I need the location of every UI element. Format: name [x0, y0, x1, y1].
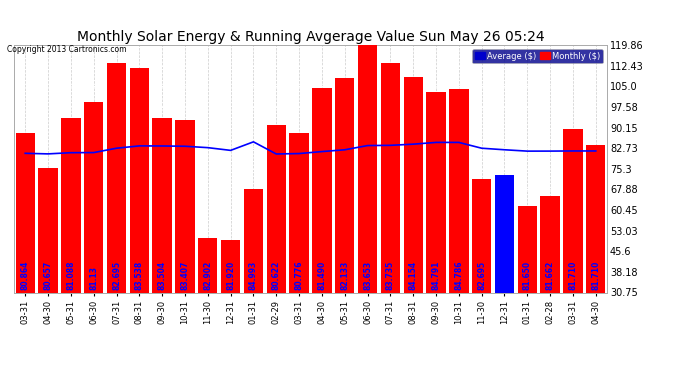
- Bar: [198, 238, 217, 292]
- Text: 81.650: 81.650: [523, 261, 532, 290]
- Bar: [312, 88, 332, 292]
- Text: 81.710: 81.710: [591, 260, 600, 290]
- Text: 83.407: 83.407: [181, 260, 190, 290]
- Text: 81.088: 81.088: [66, 260, 75, 290]
- Bar: [358, 40, 377, 292]
- Text: 81.710: 81.710: [569, 260, 578, 290]
- Text: 81.490: 81.490: [317, 261, 326, 290]
- Text: 82.14: 82.14: [500, 266, 509, 290]
- Bar: [449, 89, 469, 292]
- Bar: [381, 63, 400, 292]
- Bar: [266, 125, 286, 292]
- Text: 80.622: 80.622: [272, 261, 281, 290]
- Bar: [495, 175, 514, 292]
- Text: 84.993: 84.993: [249, 261, 258, 290]
- Bar: [61, 118, 81, 292]
- Bar: [404, 76, 423, 292]
- Bar: [563, 129, 582, 292]
- Legend: Average ($), Monthly ($): Average ($), Monthly ($): [472, 49, 603, 63]
- Bar: [335, 78, 355, 292]
- Text: 84.786: 84.786: [454, 260, 464, 290]
- Bar: [244, 189, 263, 292]
- Bar: [39, 168, 58, 292]
- Bar: [15, 134, 35, 292]
- Title: Monthly Solar Energy & Running Avgerage Value Sun May 26 05:24: Monthly Solar Energy & Running Avgerage …: [77, 30, 544, 44]
- Text: 81.13: 81.13: [89, 266, 98, 290]
- Text: 84.154: 84.154: [408, 261, 417, 290]
- Bar: [586, 145, 606, 292]
- Bar: [130, 68, 149, 292]
- Text: 83.735: 83.735: [386, 261, 395, 290]
- Text: 84.791: 84.791: [431, 260, 440, 290]
- Text: 82.902: 82.902: [204, 261, 213, 290]
- Text: 83.653: 83.653: [363, 261, 372, 290]
- Text: 80.776: 80.776: [295, 260, 304, 290]
- Bar: [426, 92, 446, 292]
- Text: 80.864: 80.864: [21, 260, 30, 290]
- Bar: [84, 102, 103, 292]
- Text: 82.133: 82.133: [340, 261, 349, 290]
- Bar: [152, 118, 172, 292]
- Text: 83.538: 83.538: [135, 261, 144, 290]
- Text: Copyright 2013 Cartronics.com: Copyright 2013 Cartronics.com: [7, 45, 126, 54]
- Text: 82.695: 82.695: [112, 261, 121, 290]
- Bar: [221, 240, 240, 292]
- Bar: [107, 63, 126, 292]
- Text: 81.662: 81.662: [546, 261, 555, 290]
- Text: 81.920: 81.920: [226, 261, 235, 290]
- Text: 83.504: 83.504: [157, 261, 167, 290]
- Bar: [175, 120, 195, 292]
- Bar: [540, 196, 560, 292]
- Bar: [289, 134, 309, 292]
- Bar: [518, 206, 537, 292]
- Bar: [472, 179, 491, 292]
- Text: 80.657: 80.657: [43, 261, 52, 290]
- Text: 82.695: 82.695: [477, 261, 486, 290]
